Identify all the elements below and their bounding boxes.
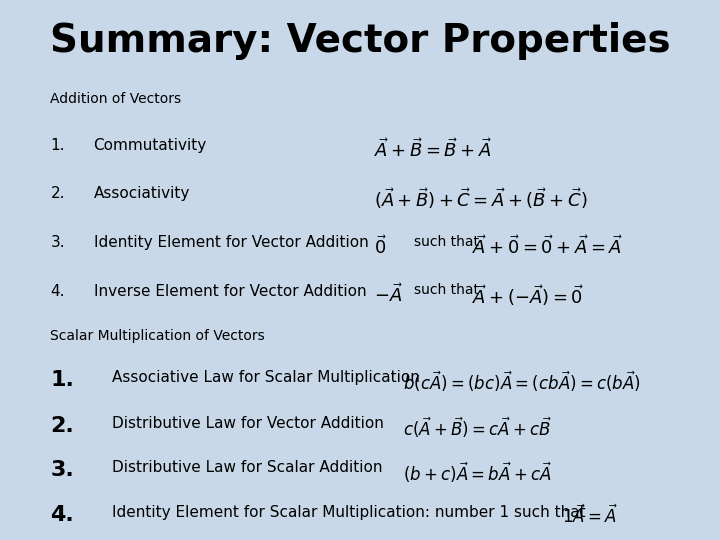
Text: $\vec{0}$: $\vec{0}$ <box>374 235 387 258</box>
Text: $\vec{A}+\vec{B}=\vec{B}+\vec{A}$: $\vec{A}+\vec{B}=\vec{B}+\vec{A}$ <box>374 138 492 160</box>
Text: $\vec{A}+(-\vec{A})=\vec{0}$: $\vec{A}+(-\vec{A})=\vec{0}$ <box>472 284 583 308</box>
Text: 3.: 3. <box>50 235 65 250</box>
Text: $b(c\vec{A})=(bc)\vec{A}=(cb\vec{A})=c(b\vec{A})$: $b(c\vec{A})=(bc)\vec{A}=(cb\vec{A})=c(b… <box>403 370 642 394</box>
Text: Scalar Multiplication of Vectors: Scalar Multiplication of Vectors <box>50 329 265 343</box>
Text: Identity Element for Scalar Multiplication: number 1 such that: Identity Element for Scalar Multiplicati… <box>112 505 585 520</box>
Text: 1.: 1. <box>50 138 65 153</box>
Text: $\vec{A}+\vec{0}=\vec{0}+\vec{A}=\vec{A}$: $\vec{A}+\vec{0}=\vec{0}+\vec{A}=\vec{A}… <box>472 235 623 258</box>
Text: $(b+c)\vec{A}=b\vec{A}+c\vec{A}$: $(b+c)\vec{A}=b\vec{A}+c\vec{A}$ <box>403 460 553 484</box>
Text: Identity Element for Vector Addition: Identity Element for Vector Addition <box>94 235 369 250</box>
Text: Addition of Vectors: Addition of Vectors <box>50 92 181 106</box>
Text: 2.: 2. <box>50 186 65 201</box>
Text: Inverse Element for Vector Addition: Inverse Element for Vector Addition <box>94 284 366 299</box>
Text: Summary: Vector Properties: Summary: Vector Properties <box>50 22 671 59</box>
Text: 1.: 1. <box>50 370 74 390</box>
Text: $1\vec{A}=\vec{A}$: $1\vec{A}=\vec{A}$ <box>562 505 617 528</box>
Text: $c(\vec{A}+\vec{B})=c\vec{A}+c\vec{B}$: $c(\vec{A}+\vec{B})=c\vec{A}+c\vec{B}$ <box>403 416 552 440</box>
Text: Associativity: Associativity <box>94 186 190 201</box>
Text: $-\vec{A}$: $-\vec{A}$ <box>374 284 404 306</box>
Text: such that: such that <box>414 235 479 249</box>
Text: $(\vec{A}+\vec{B})+\vec{C}=\vec{A}+(\vec{B}+\vec{C})$: $(\vec{A}+\vec{B})+\vec{C}=\vec{A}+(\vec… <box>374 186 588 211</box>
Text: Distributive Law for Vector Addition: Distributive Law for Vector Addition <box>112 416 384 431</box>
Text: Distributive Law for Scalar Addition: Distributive Law for Scalar Addition <box>112 460 382 475</box>
Text: 2.: 2. <box>50 416 74 436</box>
Text: Associative Law for Scalar Multiplication: Associative Law for Scalar Multiplicatio… <box>112 370 420 385</box>
Text: such that: such that <box>414 284 479 298</box>
Text: 4.: 4. <box>50 505 74 525</box>
Text: 3.: 3. <box>50 460 74 480</box>
Text: Commutativity: Commutativity <box>94 138 207 153</box>
Text: 4.: 4. <box>50 284 65 299</box>
